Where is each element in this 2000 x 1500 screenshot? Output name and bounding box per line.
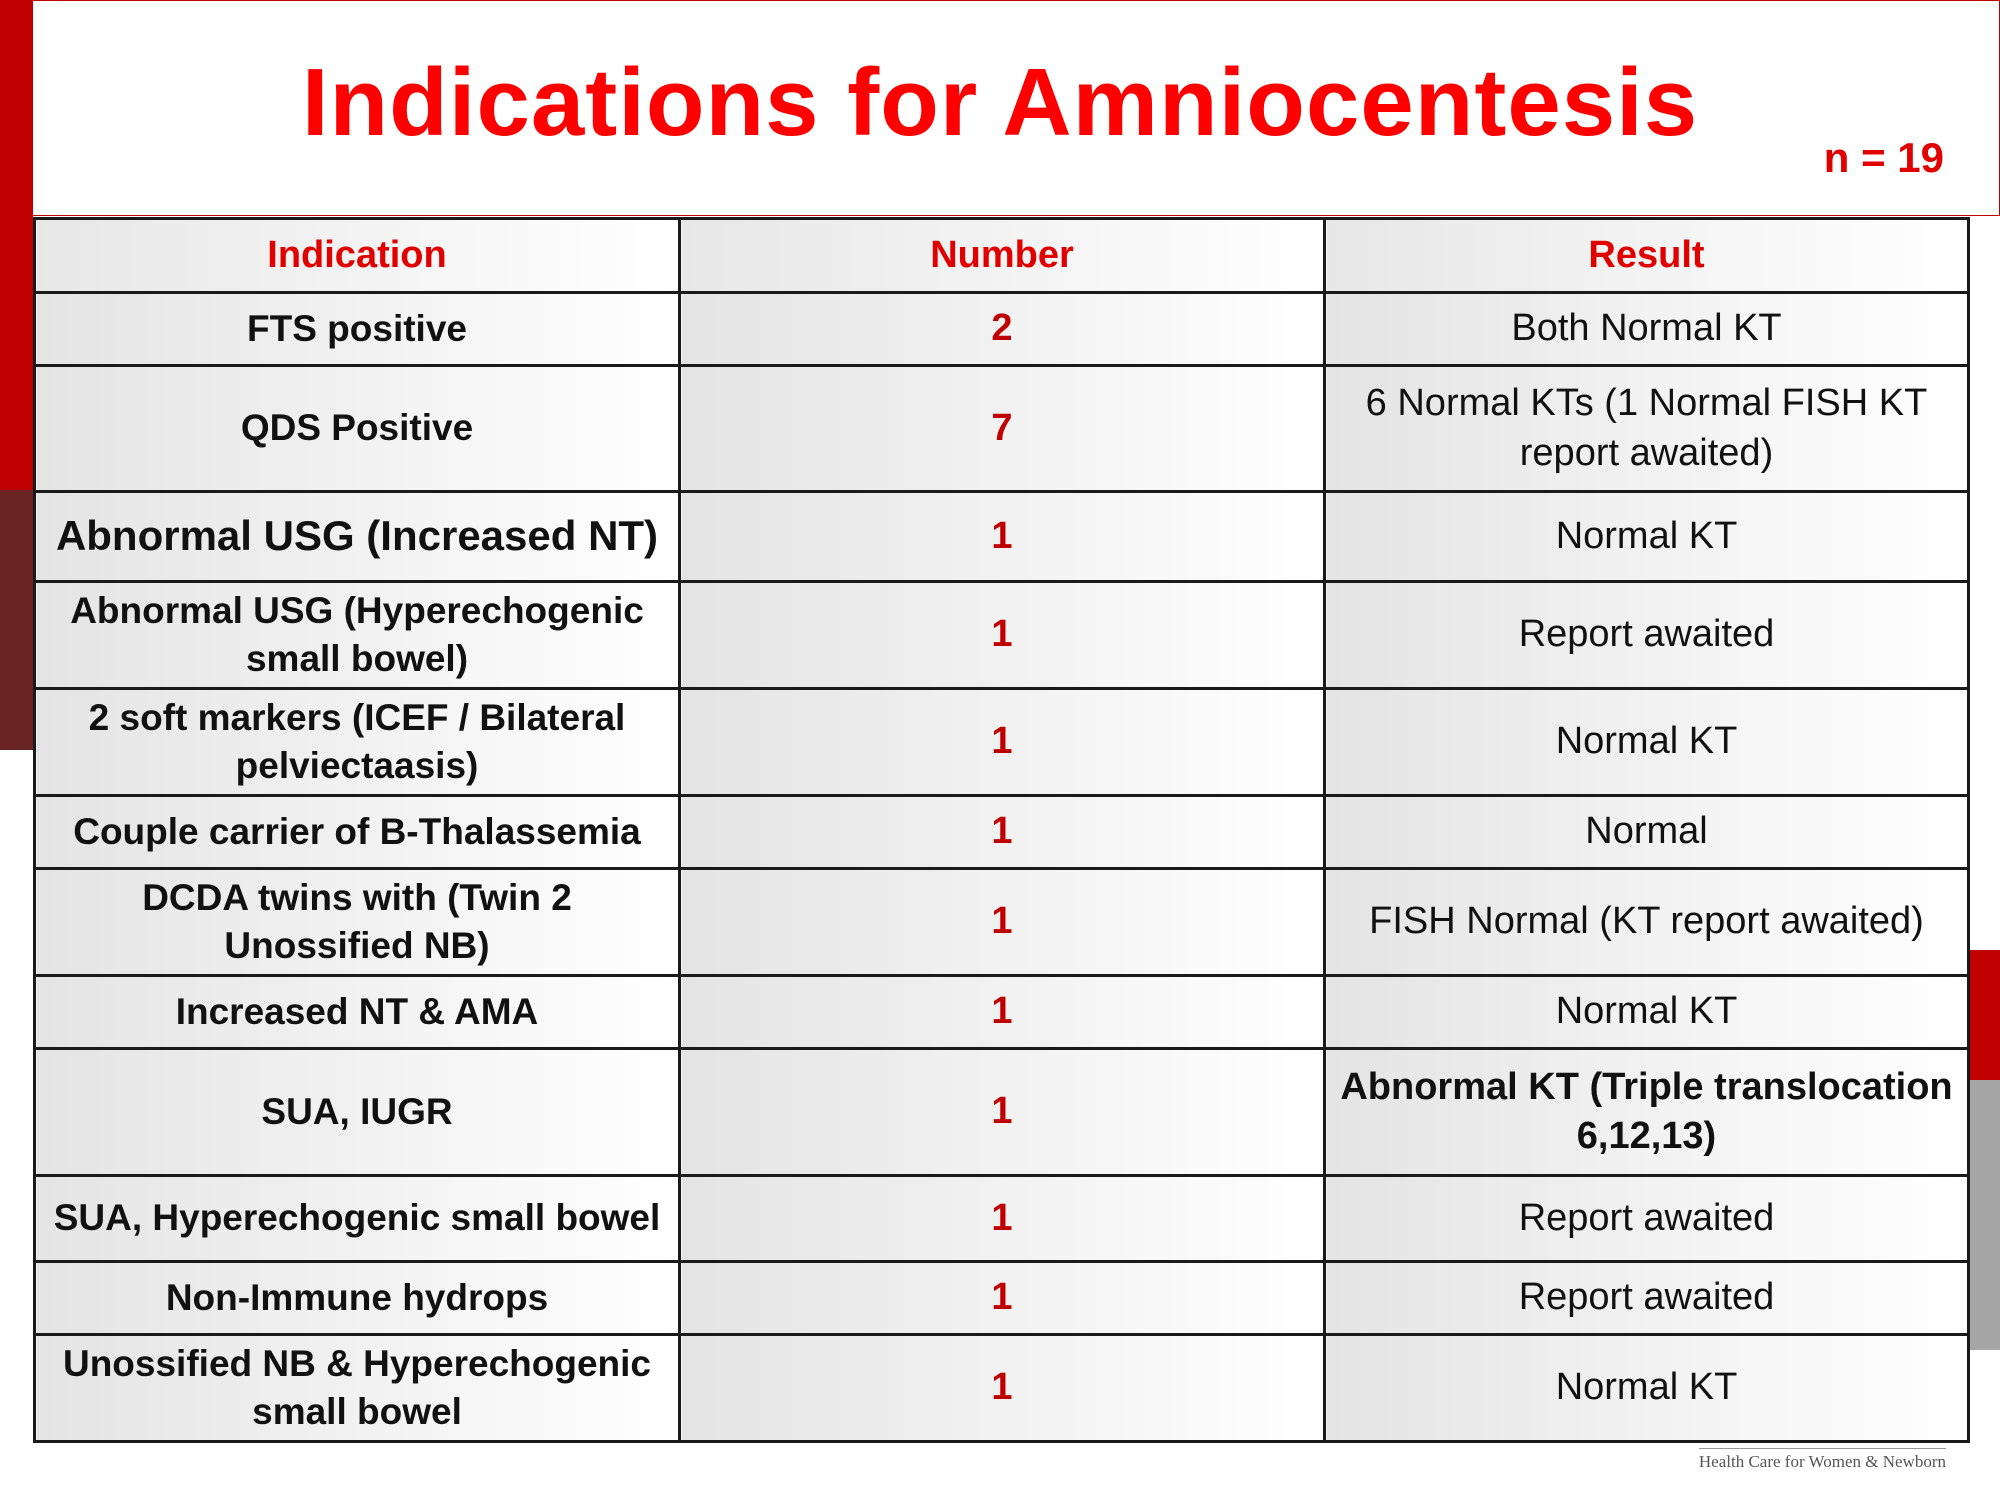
result-cell: 6 Normal KTs (1 Normal FISH KT report aw…: [1323, 364, 1970, 493]
table-row: Couple carrier of B-Thalassemia 1 Normal: [33, 794, 1970, 870]
result-cell: Normal KT: [1323, 687, 1970, 797]
indication-cell: DCDA twins with (Twin 2 Unossified NB): [33, 867, 681, 977]
slide-title: Indications for Amniocentesis: [301, 49, 1699, 156]
right-accent-bar-red: [1966, 950, 2000, 1080]
table-row: DCDA twins with (Twin 2 Unossified NB) 1…: [33, 867, 1970, 977]
number-cell: 1: [678, 580, 1326, 690]
table-row: Increased NT & AMA 1 Normal KT: [33, 974, 1970, 1050]
number-cell: 1: [678, 1047, 1326, 1177]
indication-cell: SUA, Hyperechogenic small bowel: [33, 1174, 681, 1263]
table-row: 2 soft markers (ICEF / Bilateral pelviec…: [33, 687, 1970, 797]
table-row: Abnormal USG (Increased NT) 1 Normal KT: [33, 490, 1970, 583]
table-row: Abnormal USG (Hyperechogenic small bowel…: [33, 580, 1970, 690]
column-header-result: Result: [1323, 217, 1970, 294]
indication-cell: Couple carrier of B-Thalassemia: [33, 794, 681, 870]
table-row: SUA, IUGR 1 Abnormal KT (Triple transloc…: [33, 1047, 1970, 1177]
result-cell: Report awaited: [1323, 1260, 1970, 1336]
table-row: QDS Positive 7 6 Normal KTs (1 Normal FI…: [33, 364, 1970, 493]
result-cell: Normal KT: [1323, 974, 1970, 1050]
left-accent-bar-bottom: [0, 490, 33, 750]
number-cell: 1: [678, 1260, 1326, 1336]
result-cell: Abnormal KT (Triple translocation 6,12,1…: [1323, 1047, 1970, 1177]
number-cell: 7: [678, 364, 1326, 493]
number-cell: 1: [678, 1174, 1326, 1263]
column-header-number: Number: [678, 217, 1326, 294]
indication-cell: Abnormal USG (Increased NT): [33, 490, 681, 583]
footer-organization-label: Health Care for Women & Newborn: [1698, 1448, 1946, 1472]
indication-cell: Increased NT & AMA: [33, 974, 681, 1050]
indication-cell: Abnormal USG (Hyperechogenic small bowel…: [33, 580, 681, 690]
column-header-indication: Indication: [33, 217, 681, 294]
number-cell: 1: [678, 490, 1326, 583]
table-row: FTS positive 2 Both Normal KT: [33, 291, 1970, 367]
indication-cell: QDS Positive: [33, 364, 681, 493]
table-row: Unossified NB & Hyperechogenic small bow…: [33, 1333, 1970, 1443]
result-cell: Report awaited: [1323, 1174, 1970, 1263]
result-cell: Normal: [1323, 794, 1970, 870]
result-cell: FISH Normal (KT report awaited): [1323, 867, 1970, 977]
result-cell: Normal KT: [1323, 490, 1970, 583]
right-accent-bar-grey: [1966, 1080, 2000, 1350]
indications-table: Indication Number Result FTS positive 2 …: [33, 217, 1970, 1443]
number-cell: 1: [678, 1333, 1326, 1443]
result-cell: Report awaited: [1323, 580, 1970, 690]
number-cell: 1: [678, 687, 1326, 797]
result-cell: Normal KT: [1323, 1333, 1970, 1443]
table-row: SUA, Hyperechogenic small bowel 1 Report…: [33, 1174, 1970, 1263]
result-cell: Both Normal KT: [1323, 291, 1970, 367]
number-cell: 2: [678, 291, 1326, 367]
table-row: Non-Immune hydrops 1 Report awaited: [33, 1260, 1970, 1336]
indication-cell: Non-Immune hydrops: [33, 1260, 681, 1336]
title-box: [32, 0, 2000, 216]
left-accent-bar-middle: [0, 216, 33, 490]
number-cell: 1: [678, 794, 1326, 870]
table-header-row: Indication Number Result: [33, 217, 1970, 294]
sample-size-label: n = 19: [1823, 134, 1944, 181]
indication-cell: FTS positive: [33, 291, 681, 367]
indication-cell: 2 soft markers (ICEF / Bilateral pelviec…: [33, 687, 681, 797]
number-cell: 1: [678, 867, 1326, 977]
indication-cell: Unossified NB & Hyperechogenic small bow…: [33, 1333, 681, 1443]
left-accent-bar-top: [0, 0, 33, 216]
indication-cell: SUA, IUGR: [33, 1047, 681, 1177]
number-cell: 1: [678, 974, 1326, 1050]
